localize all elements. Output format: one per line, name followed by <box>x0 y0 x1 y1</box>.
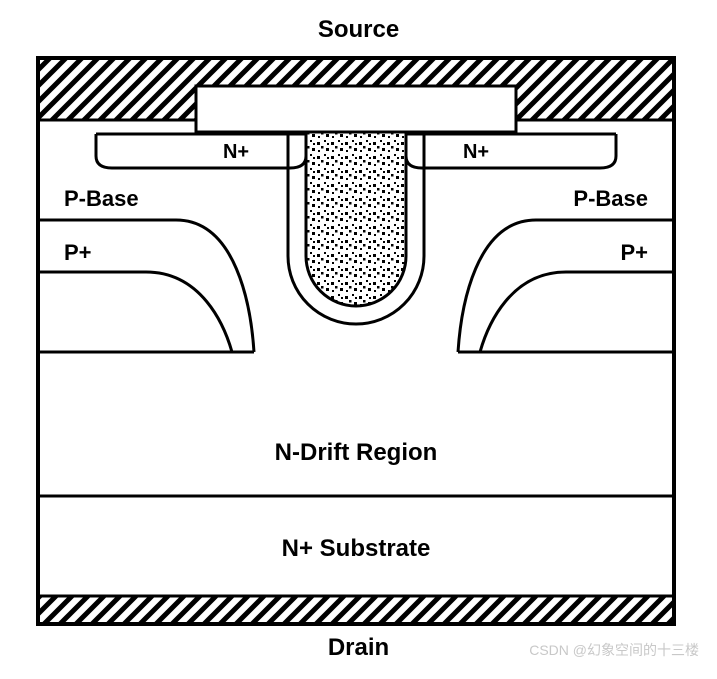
nsubstrate-label: N+ Substrate <box>282 535 431 562</box>
pplus-left-label: P+ <box>64 240 92 265</box>
pbase-right-label: P-Base <box>573 186 648 211</box>
nplus-right-label: N+ <box>463 141 489 163</box>
gate-trench <box>306 132 406 306</box>
nplus-right-region <box>406 134 616 168</box>
source-label: Source <box>0 16 717 44</box>
gate-window <box>196 86 516 132</box>
pplus-left-boundary <box>40 272 232 352</box>
watermark-text: CSDN @幻象空间的十三楼 <box>529 640 699 660</box>
nplus-left-region <box>96 134 306 168</box>
pplus-right-boundary <box>480 272 672 352</box>
pbase-left-label: P-Base <box>64 186 139 211</box>
pplus-right-label: P+ <box>620 240 648 265</box>
diagram-canvas: N+ N+ P-Base P-Base P+ P+ N-Drift Region… <box>36 56 676 626</box>
nplus-left-label: N+ <box>223 141 249 163</box>
ndrift-label: N-Drift Region <box>275 439 438 466</box>
drain-contact-hatch <box>40 596 672 622</box>
